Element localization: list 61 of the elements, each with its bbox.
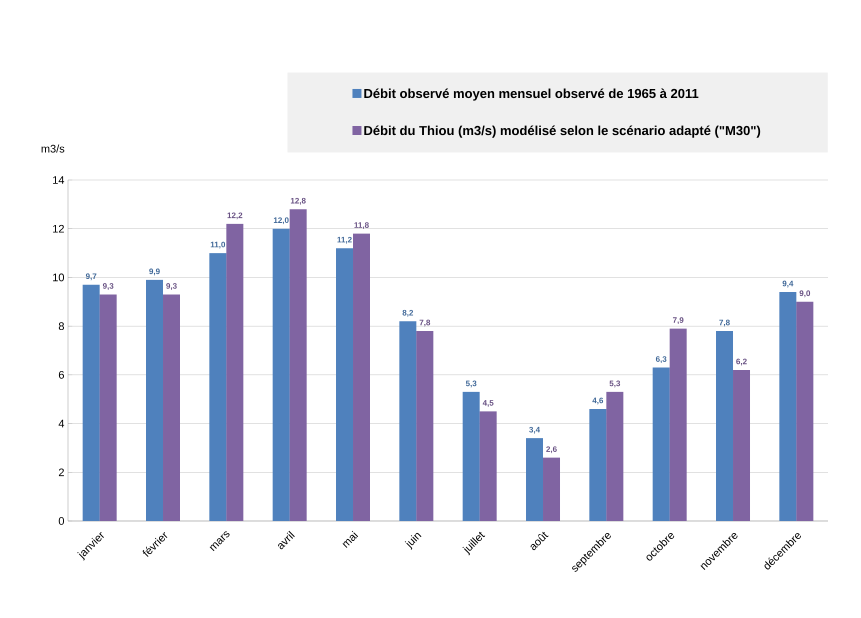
bar [416, 331, 434, 521]
bar [606, 392, 624, 521]
bar [589, 408, 606, 521]
data-label: 12,2 [228, 212, 242, 220]
bar [733, 370, 750, 521]
bar [526, 438, 544, 521]
bar [652, 368, 670, 521]
legend-label: Débit du Thiou (m3/s) modélisé selon le scénario adapté ("M30") [364, 125, 760, 138]
data-label: 5,3 [466, 380, 476, 388]
data-label: 7,8 [719, 320, 730, 326]
y-tick-label: 14 [53, 176, 64, 184]
data-label: 9,4 [782, 280, 794, 288]
data-label: 7,8 [420, 320, 430, 326]
bar [336, 248, 354, 521]
data-label: 9,0 [800, 290, 810, 298]
bar [670, 328, 687, 521]
y-axis-title: m3/s [42, 144, 64, 153]
bar [543, 458, 560, 521]
bar [209, 253, 226, 521]
y-tick-label: 6 [58, 370, 64, 379]
data-label: 9,9 [149, 268, 160, 276]
data-label: 5,3 [610, 380, 620, 388]
data-label: 11,0 [210, 242, 226, 249]
data-label: 12,8 [290, 198, 306, 205]
bar [480, 411, 497, 521]
bar [290, 209, 307, 521]
x-tick-label: juin [404, 532, 422, 550]
bar [462, 392, 480, 521]
data-label: 4,5 [482, 400, 494, 407]
data-label: 12,0 [274, 217, 289, 224]
bar [779, 292, 796, 521]
y-tick-label: 10 [53, 274, 64, 282]
bar [716, 331, 734, 521]
data-label: 6,2 [736, 358, 747, 366]
data-label: 7,9 [672, 317, 684, 324]
y-tick-label: 4 [58, 420, 64, 428]
data-label: 11,8 [354, 222, 369, 230]
bar [82, 284, 100, 521]
data-label: 3,4 [529, 426, 540, 434]
data-label: 2,6 [546, 446, 557, 454]
bar [272, 228, 290, 521]
y-tick-label: 12 [53, 224, 64, 233]
bar [796, 302, 814, 521]
x-tick-label: mai [342, 530, 358, 548]
data-label: 9,7 [86, 273, 96, 280]
bar [163, 294, 180, 521]
data-label: 9,3 [102, 283, 114, 290]
y-tick-label: 0 [58, 517, 64, 525]
data-label: 9,3 [166, 283, 177, 290]
bar [399, 321, 416, 521]
bar [226, 224, 244, 521]
bar [353, 234, 370, 521]
data-label: 8,2 [402, 310, 414, 317]
data-label: 4,6 [592, 398, 604, 404]
legend-label: Débit observé moyen mensuel observé de 1965 à 2011 [364, 88, 698, 101]
bar [146, 280, 164, 521]
bar [100, 294, 117, 521]
y-tick-label: 8 [58, 322, 64, 330]
data-label: 11,2 [337, 236, 352, 244]
data-label: 6,3 [656, 356, 666, 364]
y-tick-label: 2 [58, 468, 64, 476]
